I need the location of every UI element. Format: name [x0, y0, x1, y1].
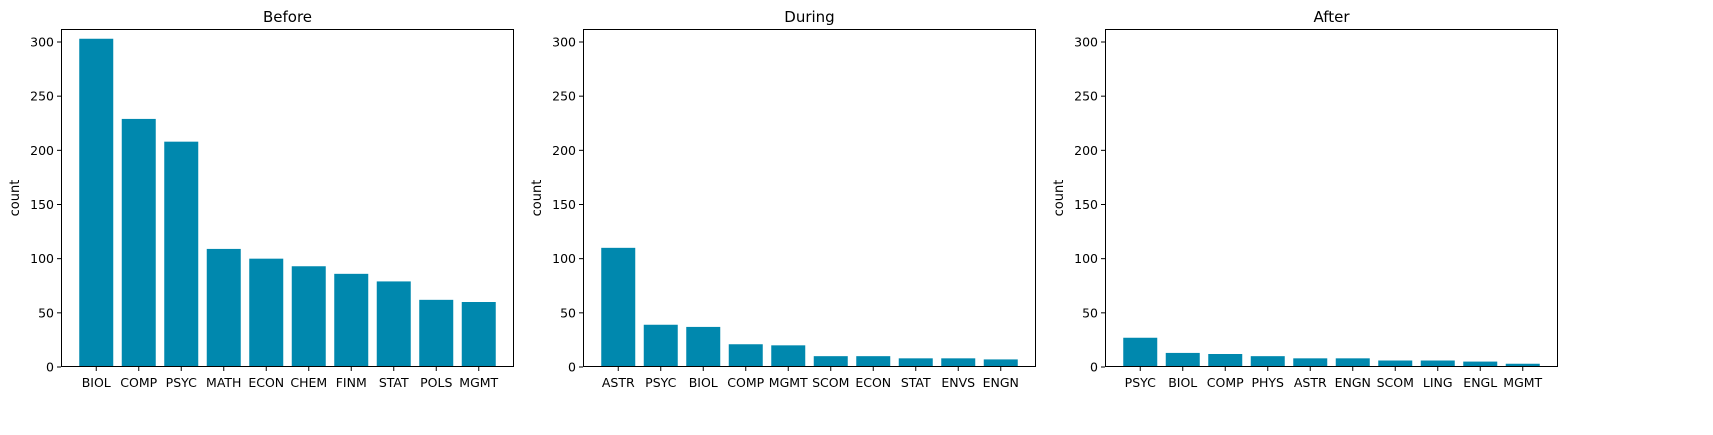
bar-scom	[1378, 360, 1413, 367]
x-tick-label-econ: ECON	[855, 375, 891, 390]
y-tick-label: 200	[552, 143, 576, 158]
y-tick-label: 50	[38, 305, 54, 320]
bar-astr	[1293, 358, 1328, 367]
x-tick-label-biol: BIOL	[1168, 375, 1197, 390]
y-axis-label: count	[1052, 180, 1067, 217]
chart-title: Before	[263, 8, 312, 26]
chart-title: After	[1313, 8, 1350, 26]
x-tick-label-stat: STAT	[901, 375, 931, 390]
bar-ling	[1420, 360, 1455, 367]
y-tick-label: 150	[30, 197, 54, 212]
chart-panel-after: After count 0 50 100 150 200 250 300 PSYC BIOL COMP…	[1052, 8, 1558, 390]
x-tick-label-engn: ENGN	[983, 375, 1019, 390]
bar-astr	[601, 247, 636, 367]
x-tick-label-envs: ENVS	[941, 375, 975, 390]
bar-engl	[1463, 361, 1498, 367]
x-tick-label-comp: COMP	[120, 375, 157, 390]
x-tick-label-psyc: PSYC	[645, 375, 676, 390]
y-tick-label: 200	[1074, 143, 1098, 158]
y-tick-label: 150	[552, 197, 576, 212]
y-tick-label: 100	[552, 251, 576, 266]
x-tick-label-finm: FINM	[336, 375, 367, 390]
x-tick-label-comp: COMP	[727, 375, 764, 390]
bar-econ	[249, 258, 284, 367]
bar-pols	[419, 299, 454, 367]
chart-title: During	[784, 8, 834, 26]
x-tick-label-engn: ENGN	[1335, 375, 1371, 390]
chart-panel-during: During count 0 50 100 150 200 250 300 ASTR PSYC BIO…	[530, 8, 1036, 390]
x-tick-label-astr: ASTR	[602, 375, 635, 390]
bar-econ	[856, 356, 891, 367]
y-tick-label: 250	[30, 89, 54, 104]
bar-scom	[813, 356, 848, 367]
bar-comp	[728, 344, 763, 367]
y-tick-label: 250	[552, 89, 576, 104]
x-tick-label-mgmt: MGMT	[459, 375, 498, 390]
bar-envs	[941, 358, 976, 367]
bar-stat	[898, 358, 933, 367]
x-tick-label-scom: SCOM	[812, 375, 849, 390]
bar-mgmt	[771, 345, 806, 367]
bar-mgmt	[1505, 363, 1540, 367]
x-tick-label-psyc: PSYC	[1125, 375, 1156, 390]
bar-stat	[376, 281, 411, 367]
x-tick-label-mgmt: MGMT	[769, 375, 808, 390]
plot-frame	[583, 29, 1036, 367]
x-tick-label-math: MATH	[206, 375, 241, 390]
y-axis-label: count	[530, 180, 545, 217]
y-tick-label: 150	[1074, 197, 1098, 212]
bar-math	[206, 248, 241, 367]
x-tick-label-biol: BIOL	[82, 375, 111, 390]
y-tick-label: 50	[560, 305, 576, 320]
bar-psyc	[643, 324, 678, 367]
bar-finm	[334, 273, 369, 367]
x-tick-label-comp: COMP	[1207, 375, 1244, 390]
y-tick-label: 300	[1074, 35, 1098, 50]
x-tick-label-astr: ASTR	[1294, 375, 1327, 390]
y-tick-label: 200	[30, 143, 54, 158]
bar-phys	[1250, 356, 1285, 367]
bar-comp	[121, 118, 156, 368]
x-tick-label-engl: ENGL	[1463, 375, 1497, 390]
x-tick-label-phys: PHYS	[1251, 375, 1284, 390]
y-tick-label: 100	[1074, 251, 1098, 266]
chart-panel-before: Before count 0 50 100 150 200 250 300 BIOL COMP PSY…	[8, 8, 514, 390]
bar-comp	[1208, 354, 1243, 367]
y-tick-label: 300	[552, 35, 576, 50]
y-tick-label: 250	[1074, 89, 1098, 104]
plot-frame	[1105, 29, 1558, 367]
x-tick-label-stat: STAT	[379, 375, 409, 390]
y-tick-label: 50	[1082, 305, 1098, 320]
y-tick-label: 300	[30, 35, 54, 50]
bar-psyc	[164, 141, 199, 367]
y-tick-label: 0	[1090, 360, 1098, 375]
bar-engn	[983, 359, 1018, 367]
y-tick-label: 0	[46, 360, 54, 375]
bar-engn	[1335, 358, 1370, 367]
y-tick-label: 100	[30, 251, 54, 266]
bar-mgmt	[461, 302, 496, 367]
bar-biol	[1165, 352, 1200, 367]
bar-biol	[79, 38, 114, 367]
y-axis-label: count	[8, 180, 23, 217]
y-tick-label: 0	[568, 360, 576, 375]
bar-biol	[686, 326, 721, 367]
x-tick-label-scom: SCOM	[1377, 375, 1414, 390]
x-tick-label-econ: ECON	[248, 375, 284, 390]
x-tick-label-chem: CHEM	[290, 375, 327, 390]
plot-frame	[61, 29, 514, 367]
x-tick-label-biol: BIOL	[689, 375, 718, 390]
x-tick-label-ling: LING	[1423, 375, 1453, 390]
x-tick-label-mgmt: MGMT	[1503, 375, 1542, 390]
x-tick-label-psyc: PSYC	[166, 375, 197, 390]
bar-chem	[291, 266, 326, 367]
bar-psyc	[1123, 337, 1158, 367]
x-tick-label-pols: POLS	[420, 375, 452, 390]
